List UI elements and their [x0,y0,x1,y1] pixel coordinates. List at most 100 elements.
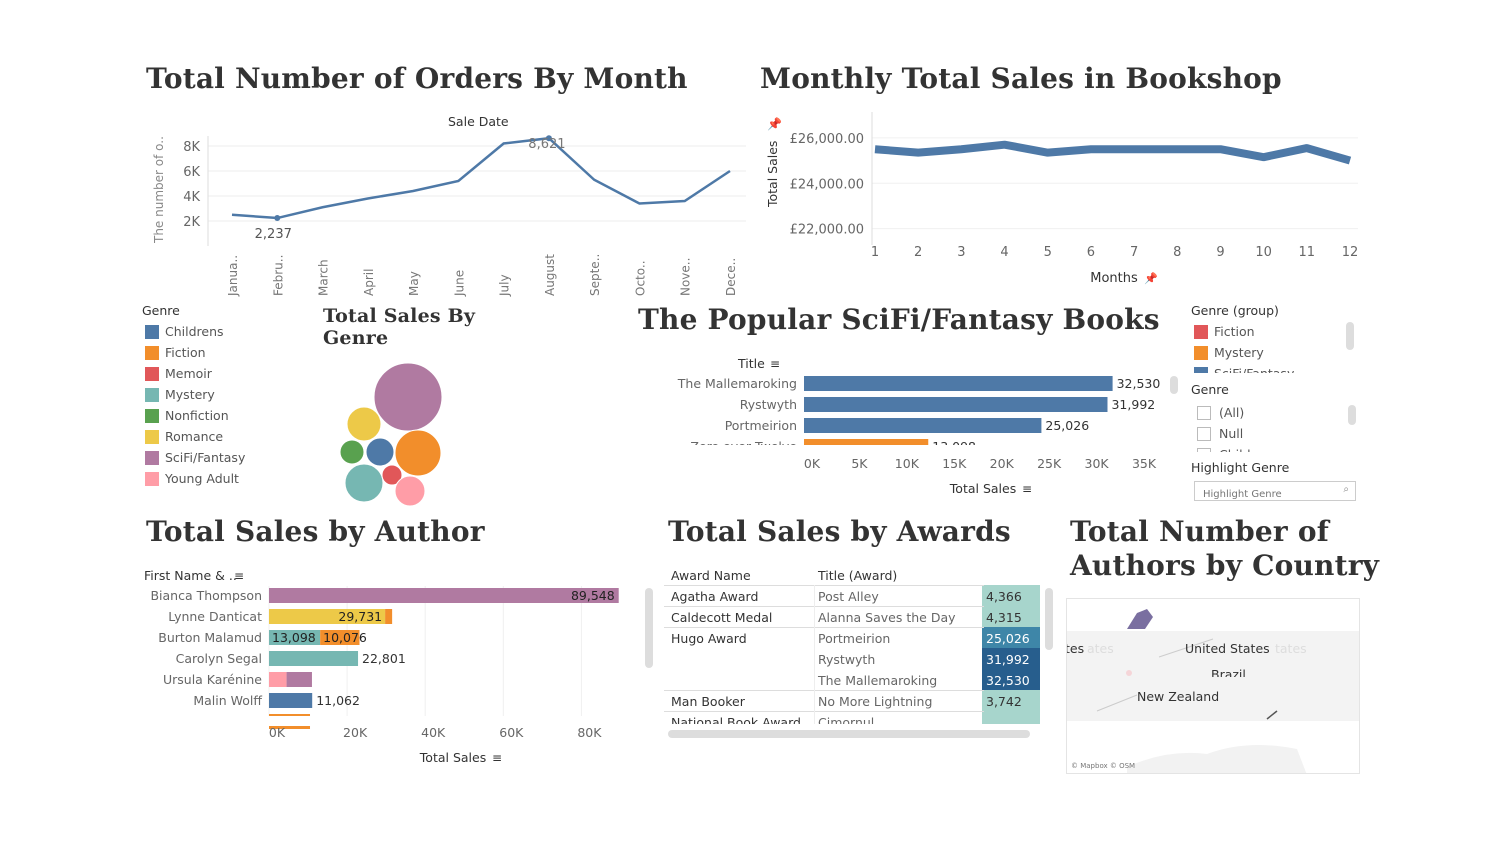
genre-legend-item[interactable]: Young Adult [145,468,245,489]
award-value: 3,742 [986,694,1022,709]
y-tick-label: 8K [183,140,200,155]
genre-legend-item[interactable]: Romance [145,426,245,447]
y-tick-label: £24,000.00 [790,177,864,192]
scifi-bar-chart[interactable]: Title ≡ The Mallemaroking 32,530 Rystwyth 31,… [640,350,1185,500]
y-tick-label: £22,000.00 [790,223,864,238]
bar-value-label: 31,992 [1111,397,1155,412]
awards-table[interactable]: Award Name Title (Award) Agatha Award Post … [664,564,1040,724]
genre-group-scrollbar[interactable] [1346,322,1354,350]
x-tick-label: 15K [942,456,967,471]
highlight-genre-input[interactable] [1195,485,1335,504]
legend-label: Childrens [165,324,224,339]
x-tick-label: 3 [957,245,965,260]
genre-bubble[interactable] [346,406,382,442]
legend-label: Mystery [1214,345,1264,360]
genre-group-title: Genre (group) [1191,303,1279,318]
legend-swatch [145,471,159,486]
genre-bubble[interactable] [339,439,365,465]
orders-axis-title: Sale Date [448,114,509,129]
x-tick-label: 7 [1130,245,1138,260]
genre-legend-item[interactable]: Mystery [145,384,245,405]
country-map-title-line2: Authors by Country [1070,549,1380,582]
genre-filter-list[interactable]: (All) Null Childrens [1197,402,1337,452]
x-tick-label: 8 [1173,245,1181,260]
genre-bubble[interactable] [365,437,395,467]
genre-group-item[interactable]: SciFi/Fantasy [1194,363,1344,373]
genre-filter-scrollbar[interactable] [1348,405,1356,425]
x-tick-label: 11 [1299,245,1316,260]
clip-mask [640,445,1170,455]
map-land-band [1067,631,1359,721]
genre-legend-title: Genre [142,303,180,318]
award-name: Hugo Award [671,631,747,646]
genre-legend-item[interactable]: SciFi/Fantasy [145,447,245,468]
monthly-sales-chart[interactable]: £22,000.00 £24,000.00 £26,000.00 Total Sale… [760,112,1370,292]
award-value-cell [982,606,1040,627]
x-tick-label: 80K [577,725,602,740]
award-title: No More Lightning [818,694,933,709]
checkbox[interactable] [1197,426,1211,441]
genre-filter-option[interactable]: Null [1197,423,1337,444]
checkbox[interactable] [1197,405,1211,420]
bar-category-label: Ursula Karénine [163,672,262,687]
genre-group-item[interactable]: Mystery [1194,342,1344,363]
x-tick-label: 30K [1085,456,1110,471]
author-bar-segment [269,651,359,666]
genre-bubble[interactable] [373,362,443,432]
row-divider [664,627,984,628]
genre-legend-item[interactable]: Fiction [145,342,245,363]
row-header: First Name & .. [144,568,237,583]
map-label-united-states[interactable]: United States [1185,641,1270,656]
genre-legend-item[interactable]: Memoir [145,363,245,384]
x-tick-label: 25K [1037,456,1062,471]
genre-group-item[interactable]: Fiction [1194,321,1344,342]
country-map[interactable]: tes ates United States tates Brazil New … [1066,598,1360,774]
x-tick-label: March [317,259,331,296]
highlight-genre-input-box[interactable]: ⌕ [1194,481,1356,504]
checkbox-label: Childrens [1219,447,1278,452]
legend-swatch [145,387,159,402]
genre-bubble[interactable] [381,464,403,486]
genre-filter-option[interactable]: (All) [1197,402,1337,423]
y-tick-label: 6K [183,165,200,180]
legend-label: Fiction [1214,324,1255,339]
genre-legend-item[interactable]: Childrens [145,321,245,342]
award-value-cell [982,648,1040,669]
checkbox[interactable] [1197,447,1211,452]
y-tick-label: 2K [183,215,200,230]
genre-bubble[interactable] [344,463,384,503]
genre-group-legend[interactable]: Fiction Mystery SciFi/Fantasy [1194,321,1344,373]
genre-bubble[interactable] [394,429,442,477]
row-divider [664,585,984,586]
genre-bubble-title-line1: Total Sales By [323,305,476,327]
orders-line-chart[interactable]: 2K 4K 6K 8K The number of o.. Janua.. Febru.. M… [140,128,760,298]
genre-bubble[interactable] [394,475,426,507]
sort-icon: ≡ [770,357,780,371]
legend-swatch [145,345,159,360]
bar-category-label: Lynne Danticat [168,609,262,624]
genre-legend-item[interactable]: Nonfiction [145,405,245,426]
y-axis-label: Total Sales [765,141,780,208]
x-tick-label: June [452,270,466,297]
bar-value-label: 32,530 [1117,376,1161,391]
awards-hscrollbar[interactable] [668,730,1030,738]
author-bar-chart[interactable]: First Name & ..≡Bianca Thompson 89,548Lyn… [140,562,660,774]
author-bar-segment [269,609,386,624]
clip-mask [140,716,650,726]
x-tick-label: July [498,274,512,297]
row-divider [664,606,984,607]
x-axis-label: Months [1090,271,1138,286]
map-label-new-zealand[interactable]: New Zealand [1137,689,1220,704]
genre-bubble-chart[interactable] [330,355,460,510]
sales-band [874,140,1352,165]
award-value-cell [982,690,1040,711]
country-map-title-line1: Total Number of [1070,515,1329,548]
x-tick-label: April [362,269,376,296]
bar-category-label: Carolyn Segal [176,651,262,666]
legend-label: Fiction [165,345,206,360]
genre-filter-option[interactable]: Childrens [1197,444,1337,452]
map-label-brazil[interactable]: Brazil [1211,667,1246,677]
author-bar-segment [269,630,321,645]
award-name: Agatha Award [671,589,759,604]
awards-vscrollbar[interactable] [1045,588,1053,650]
